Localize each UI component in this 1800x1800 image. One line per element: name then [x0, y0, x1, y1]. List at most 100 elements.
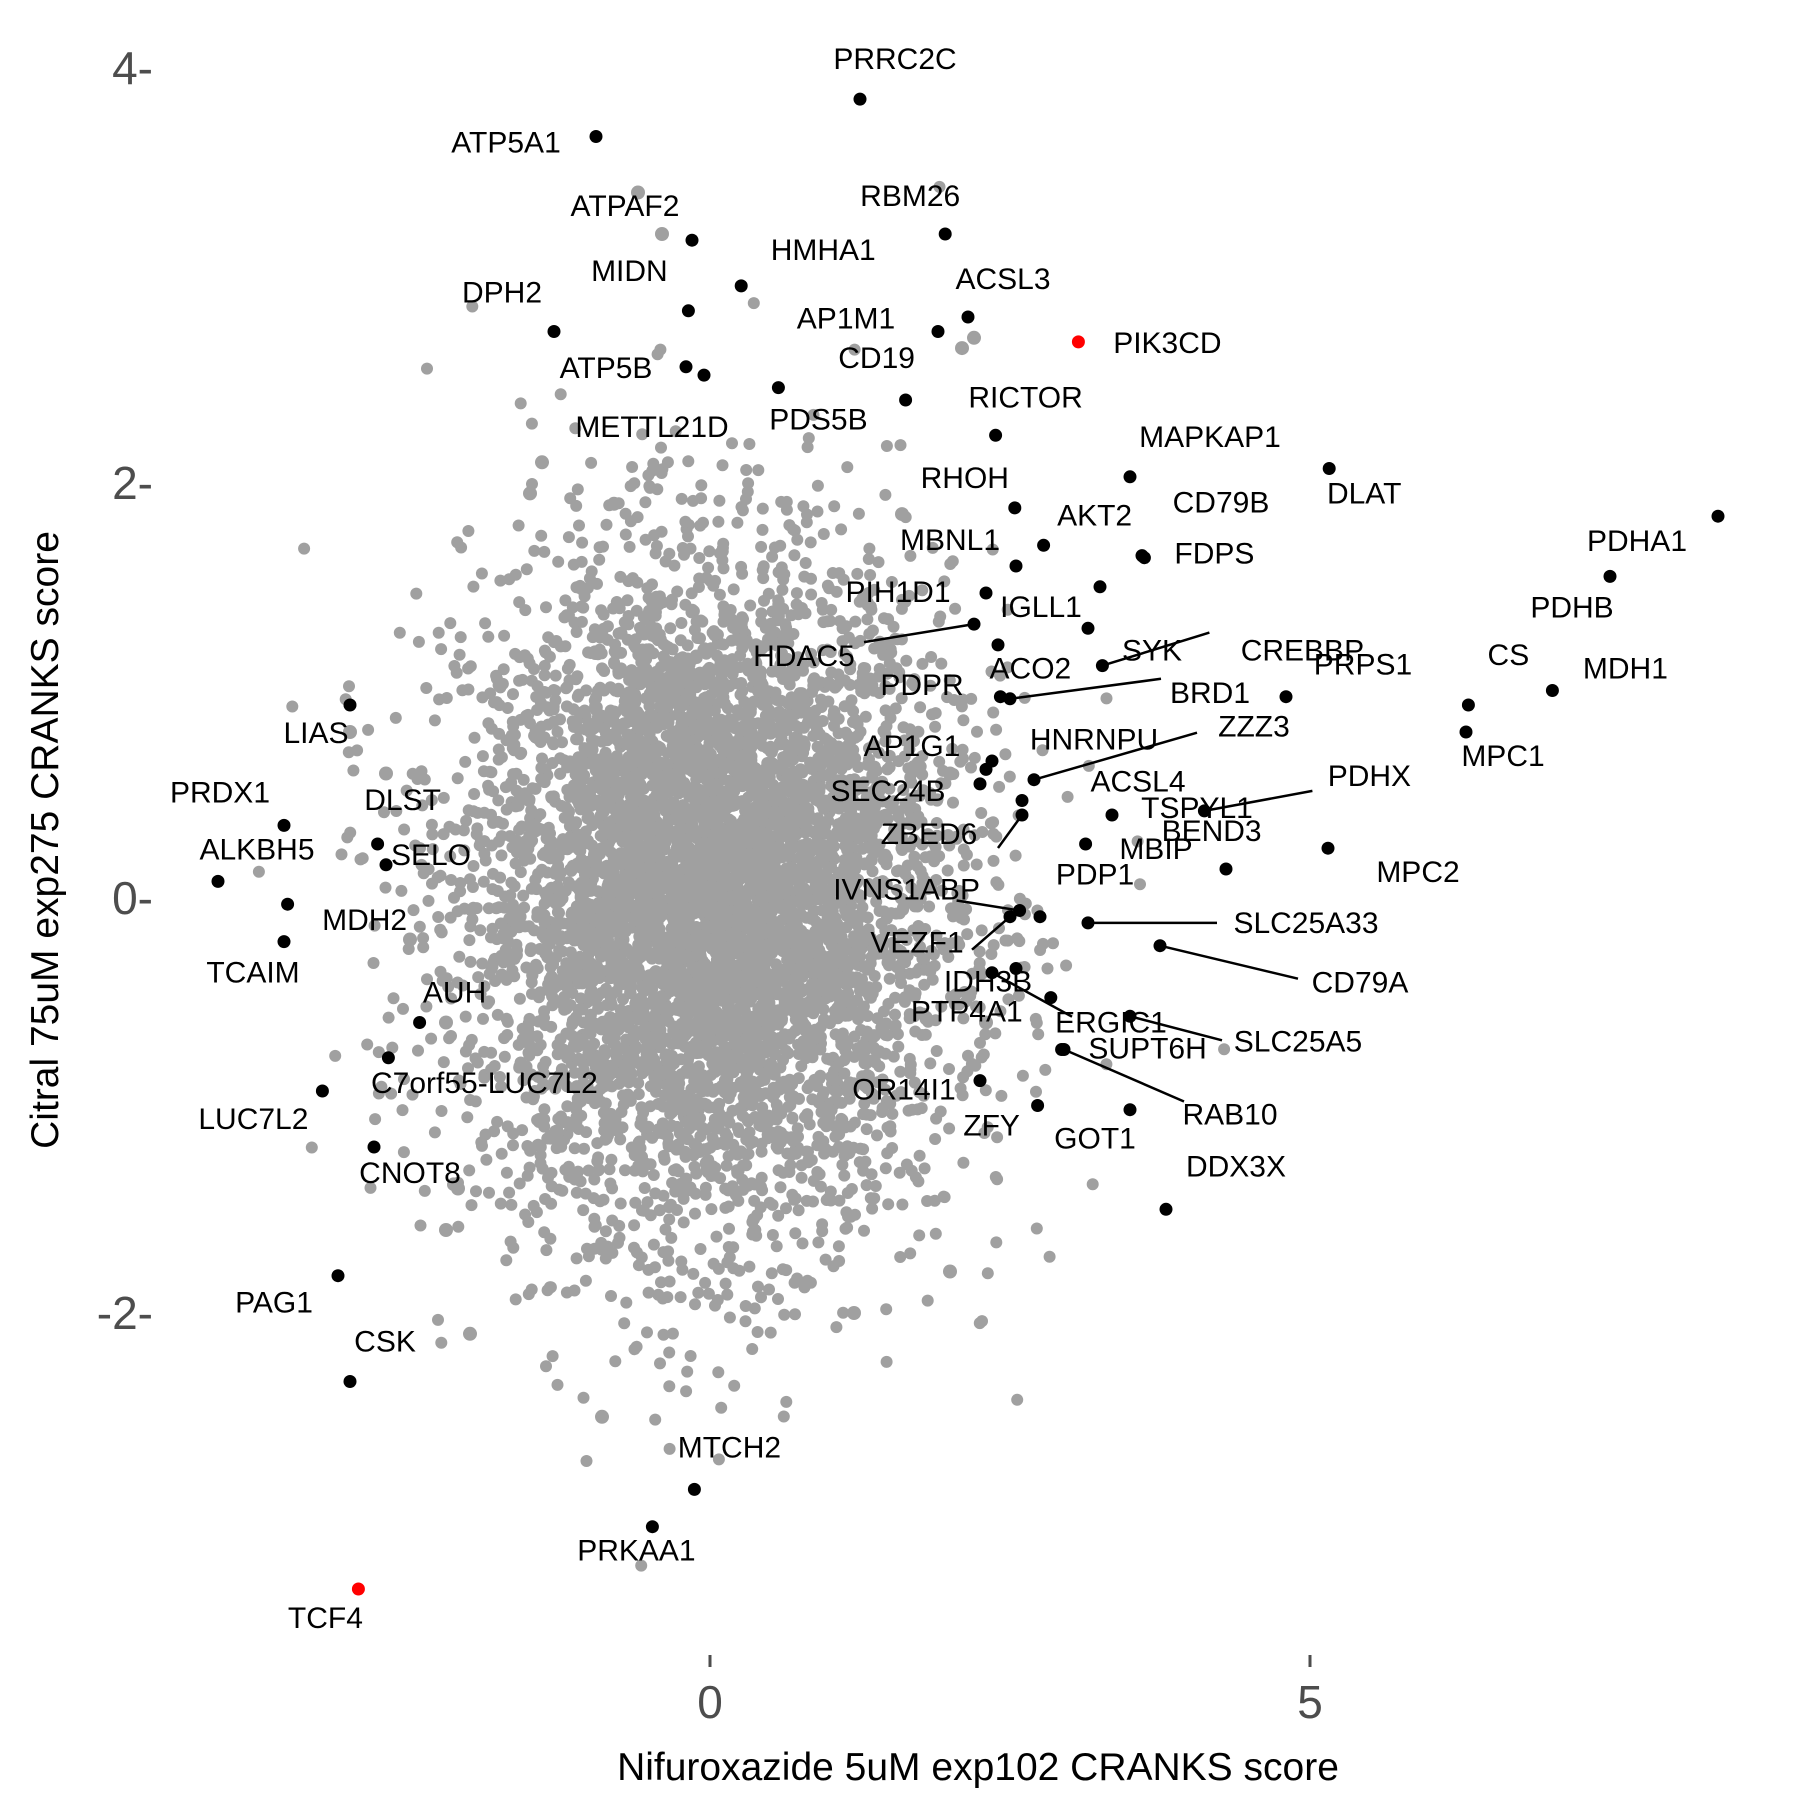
- background-point: [671, 585, 684, 598]
- background-point: [465, 1199, 478, 1212]
- background-point: [487, 785, 500, 798]
- background-point: [838, 1169, 851, 1182]
- background-point: [645, 804, 658, 817]
- background-point: [744, 599, 757, 612]
- background-point: [442, 980, 455, 993]
- background-point: [765, 1030, 778, 1043]
- background-point: [582, 1164, 595, 1177]
- background-point: [553, 870, 566, 883]
- background-point: [780, 1264, 793, 1277]
- background-point: [368, 919, 381, 932]
- background-point: [817, 528, 830, 540]
- background-point: [807, 978, 820, 991]
- background-point: [868, 642, 881, 655]
- background-point: [680, 1385, 693, 1398]
- background-point: [445, 1030, 457, 1042]
- background-point: [570, 1186, 583, 1199]
- background-point: [628, 1343, 641, 1356]
- background-point: [991, 1173, 1004, 1186]
- background-point: [879, 1083, 892, 1096]
- background-point: [780, 1395, 793, 1408]
- background-point: [578, 769, 591, 782]
- background-point: [863, 542, 876, 555]
- background-point: [991, 1131, 1004, 1144]
- background-point: [768, 818, 780, 831]
- background-point: [792, 651, 805, 664]
- background-point: [790, 587, 803, 600]
- background-point: [726, 437, 738, 450]
- background-point: [914, 940, 926, 953]
- background-point: [583, 937, 596, 950]
- background-point: [494, 574, 507, 587]
- background-point: [635, 1559, 648, 1572]
- background-point: [721, 1288, 734, 1301]
- background-point: [397, 1002, 409, 1015]
- background-point: [432, 911, 445, 923]
- background-point: [509, 1293, 522, 1306]
- background-point: [588, 1220, 601, 1233]
- background-point: [752, 1280, 764, 1293]
- background-point: [966, 967, 979, 980]
- background-point: [943, 1063, 955, 1075]
- background-point: [825, 1104, 838, 1116]
- background-point: [654, 1357, 666, 1370]
- background-point: [875, 933, 888, 946]
- background-point: [594, 861, 607, 873]
- background-point: [857, 1108, 870, 1121]
- background-point: [903, 1012, 916, 1025]
- background-point: [824, 1185, 837, 1198]
- background-point: [577, 1391, 590, 1404]
- background-point: [286, 700, 299, 713]
- background-point: [305, 1141, 318, 1154]
- background-point: [478, 1045, 491, 1058]
- background-point: [898, 734, 911, 747]
- background-point: [739, 1315, 752, 1328]
- background-point: [657, 1328, 670, 1341]
- background-point: [522, 1017, 535, 1030]
- background-point: [690, 615, 703, 628]
- background-point: [792, 1204, 805, 1217]
- background-point: [780, 1202, 792, 1215]
- background-point: [925, 651, 938, 663]
- background-point: [900, 654, 913, 667]
- background-point: [836, 1113, 849, 1126]
- background-point: [583, 572, 596, 585]
- background-point: [739, 1300, 752, 1312]
- background-point: [1218, 1043, 1231, 1056]
- background-point: [475, 567, 488, 580]
- background-point: [713, 588, 726, 601]
- background-point: [525, 976, 538, 989]
- background-point: [763, 1196, 776, 1209]
- background-point: [594, 1083, 607, 1095]
- background-point: [576, 536, 589, 549]
- background-point: [814, 1180, 827, 1193]
- background-point: [674, 654, 687, 667]
- background-point: [751, 1326, 764, 1338]
- background-point: [692, 1286, 705, 1299]
- background-point: [622, 618, 635, 631]
- background-point: [914, 892, 927, 905]
- background-point: [807, 408, 820, 421]
- background-point: [425, 1032, 438, 1045]
- background-point: [572, 1165, 584, 1178]
- background-point: [957, 859, 970, 872]
- background-point: [678, 1099, 691, 1112]
- background-point: [863, 742, 875, 755]
- background-point: [957, 1156, 970, 1169]
- background-point: [956, 743, 969, 756]
- background-point: [445, 874, 458, 886]
- background-point: [498, 1050, 511, 1063]
- background-point: [722, 942, 735, 955]
- background-point: [809, 719, 822, 731]
- background-point: [1011, 1393, 1024, 1406]
- background-point: [524, 1029, 536, 1042]
- background-point: [379, 881, 392, 894]
- background-point: [748, 1302, 761, 1315]
- background-point: [975, 1051, 988, 1064]
- background-point: [791, 533, 804, 546]
- background-point: [624, 480, 637, 493]
- background-point: [916, 584, 929, 597]
- background-point: [761, 1128, 774, 1141]
- background-point: [580, 684, 593, 697]
- background-point: [805, 839, 817, 852]
